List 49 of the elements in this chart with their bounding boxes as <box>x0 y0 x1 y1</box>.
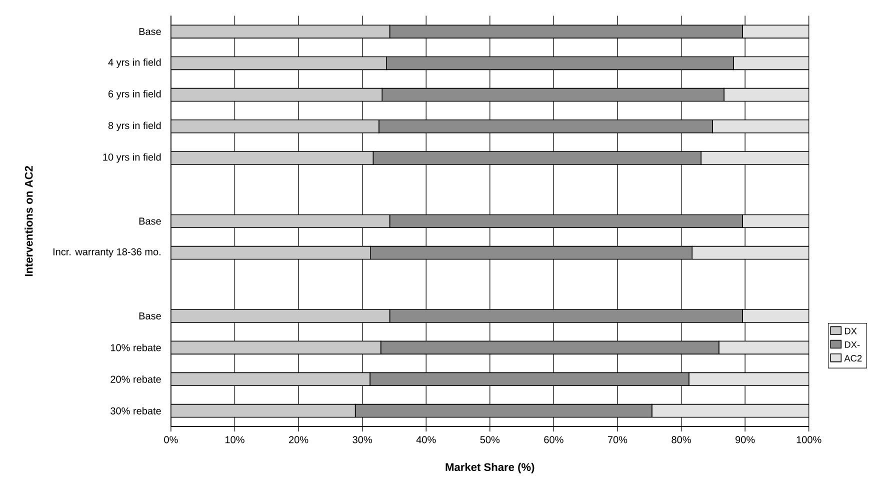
bar <box>170 151 374 165</box>
x-tick-label: 100% <box>796 436 822 444</box>
bar <box>170 88 382 102</box>
bar <box>652 404 809 418</box>
bar <box>170 24 390 39</box>
x-tick-label: 10% <box>225 436 244 444</box>
bar <box>692 246 809 260</box>
y-tick-label: 10 yrs in field <box>103 153 161 163</box>
bar <box>712 120 809 134</box>
x-tick-label: 70% <box>608 436 628 444</box>
bar <box>170 372 370 386</box>
y-tick-label: Incr. warranty 18-36 mo. <box>53 248 160 258</box>
y-tick-label: 30% rebate <box>110 407 161 415</box>
bar <box>170 246 372 260</box>
x-tick-label: 0% <box>164 436 178 444</box>
legend-label: DX- <box>844 342 860 348</box>
x-tick-label: 60% <box>544 436 564 444</box>
x-tick-label: 30% <box>352 436 372 444</box>
legend-label: DX <box>844 328 857 334</box>
x-tick-label: 20% <box>289 436 308 444</box>
y-tick-label: 4 yrs in field <box>108 58 161 68</box>
y-tick-label: Base <box>139 28 161 36</box>
y-tick-label: Base <box>139 218 161 225</box>
y-tick-label: 20% rebate <box>110 376 161 383</box>
bar <box>170 404 356 418</box>
x-axis-title: Market Share (%) <box>446 462 534 474</box>
y-tick-label: 8 yrs in field <box>108 122 161 132</box>
bar <box>700 151 809 165</box>
bar <box>170 309 390 323</box>
y-tick-label: Base <box>139 312 161 320</box>
x-tick-label: 40% <box>416 436 436 444</box>
bar <box>688 372 809 386</box>
legend-label: AC2 <box>844 355 862 362</box>
bar <box>170 120 380 134</box>
x-tick-label: 50% <box>480 436 500 444</box>
bar <box>742 24 809 39</box>
x-tick-label: 80% <box>672 436 691 444</box>
bar <box>170 340 382 355</box>
x-tick-label: 90% <box>736 436 755 444</box>
bar <box>724 88 809 102</box>
bar <box>170 56 387 70</box>
y-tick-label: 6 yrs in field <box>108 90 161 100</box>
y-axis-title: Interventions on AC2 <box>24 166 33 276</box>
y-tick-label: 10% rebate <box>110 344 161 352</box>
bar <box>742 214 809 228</box>
bar <box>742 309 809 323</box>
bar <box>718 340 809 355</box>
bar <box>733 56 809 70</box>
bar <box>170 214 390 228</box>
